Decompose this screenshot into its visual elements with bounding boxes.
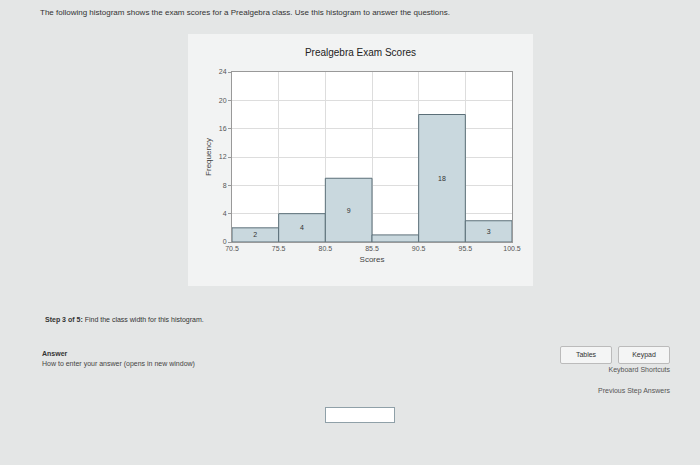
html-text:Step 3 of 5: Find the class wi: Step 3 of 5: Find the class width for th… <box>45 316 204 323</box>
svg-text:24: 24 <box>219 68 227 75</box>
svg-text:85.5: 85.5 <box>365 245 379 252</box>
svg-text:80.5: 80.5 <box>319 245 333 252</box>
svg-text:9: 9 <box>347 207 351 214</box>
svg-text:2: 2 <box>253 231 257 238</box>
svg-text:18: 18 <box>438 175 446 182</box>
svg-text:70.5: 70.5 <box>225 245 239 252</box>
svg-text:12: 12 <box>219 153 227 160</box>
svg-text:16: 16 <box>219 125 227 132</box>
svg-text:Prealgebra Exam Scores: Prealgebra Exam Scores <box>305 47 416 58</box>
svg-text:0: 0 <box>223 238 227 245</box>
svg-text:20: 20 <box>219 97 227 104</box>
svg-text:8: 8 <box>223 182 227 189</box>
html-text:Tables: Tables <box>575 351 597 358</box>
svg-text:90.5: 90.5 <box>412 245 426 252</box>
html-text:Previous Step Answers: Previous Step Answers <box>598 387 670 394</box>
html-text:The following histogram shows: The following histogram shows the exam s… <box>40 8 450 17</box>
svg-text:75.5: 75.5 <box>272 245 286 252</box>
svg-text:4: 4 <box>223 210 227 217</box>
svg-text:100.5: 100.5 <box>503 245 521 252</box>
html-text:Keypad: Keypad <box>632 351 656 358</box>
html-text:Answer: Answer <box>42 350 68 357</box>
svg-text:4: 4 <box>300 224 304 231</box>
html-text:Keyboard Shortcuts: Keyboard Shortcuts <box>608 366 670 373</box>
svg-text:Scores: Scores <box>360 255 385 264</box>
svg-text:3: 3 <box>487 228 491 235</box>
html-text:How to enter your answer (open: How to enter your answer (opens in new w… <box>42 360 195 367</box>
svg-text:Frequency: Frequency <box>204 138 213 176</box>
svg-text:95.5: 95.5 <box>459 245 473 252</box>
